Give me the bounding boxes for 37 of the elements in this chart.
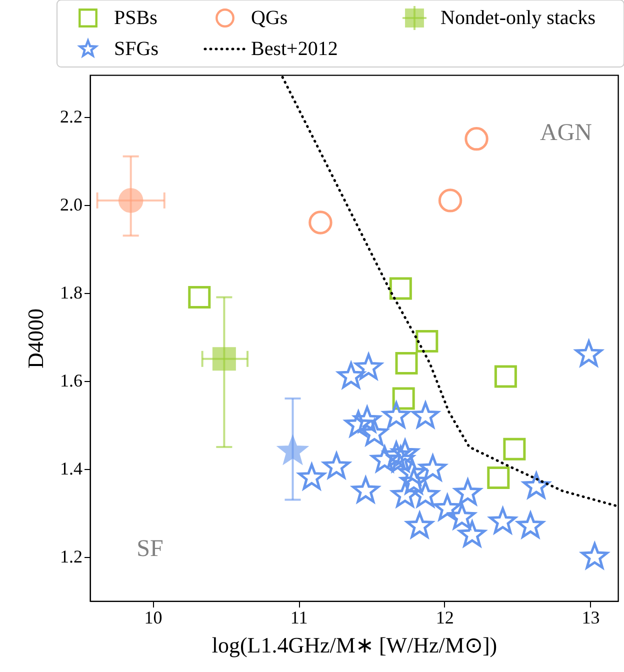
point xyxy=(503,438,526,460)
y-tick-label: 1.2 xyxy=(60,546,82,566)
y-tick-label: 1.6 xyxy=(60,370,82,390)
point xyxy=(516,512,544,538)
point xyxy=(188,286,211,309)
point xyxy=(438,188,462,212)
legend-label: Nondet-only stacks xyxy=(440,7,596,29)
point xyxy=(494,365,517,388)
annotation: SF xyxy=(136,536,164,562)
point xyxy=(354,353,382,380)
y-axis-title: D4000 xyxy=(23,308,48,368)
point xyxy=(416,330,438,353)
point xyxy=(406,512,434,538)
y-tick-label: 1.4 xyxy=(60,458,82,478)
point xyxy=(464,126,488,151)
x-axis-title: log(L1.4GHz/M∗ [W/Hz/M⊙]) xyxy=(212,632,498,658)
legend-label: QGs xyxy=(251,7,288,29)
point xyxy=(389,277,412,300)
x-tick-label: 10 xyxy=(144,608,162,628)
point xyxy=(212,347,236,371)
point xyxy=(392,387,415,410)
x-tick-label: 12 xyxy=(436,608,454,628)
point xyxy=(118,188,144,213)
y-tick-label: 2.2 xyxy=(60,106,82,126)
legend-label: SFGs xyxy=(114,38,159,60)
x-tick-label: 11 xyxy=(290,608,308,628)
point xyxy=(412,402,440,428)
y-tick-label: 2.0 xyxy=(60,194,82,214)
point xyxy=(322,452,350,479)
annotation: AGN xyxy=(540,120,592,146)
point xyxy=(308,210,332,234)
y-tick-label: 1.8 xyxy=(60,282,82,302)
point xyxy=(395,352,418,375)
legend-label: Best+2012 xyxy=(251,38,338,60)
point xyxy=(487,466,510,490)
legend-label: PSBs xyxy=(114,7,158,29)
x-tick-label: 13 xyxy=(582,608,600,628)
